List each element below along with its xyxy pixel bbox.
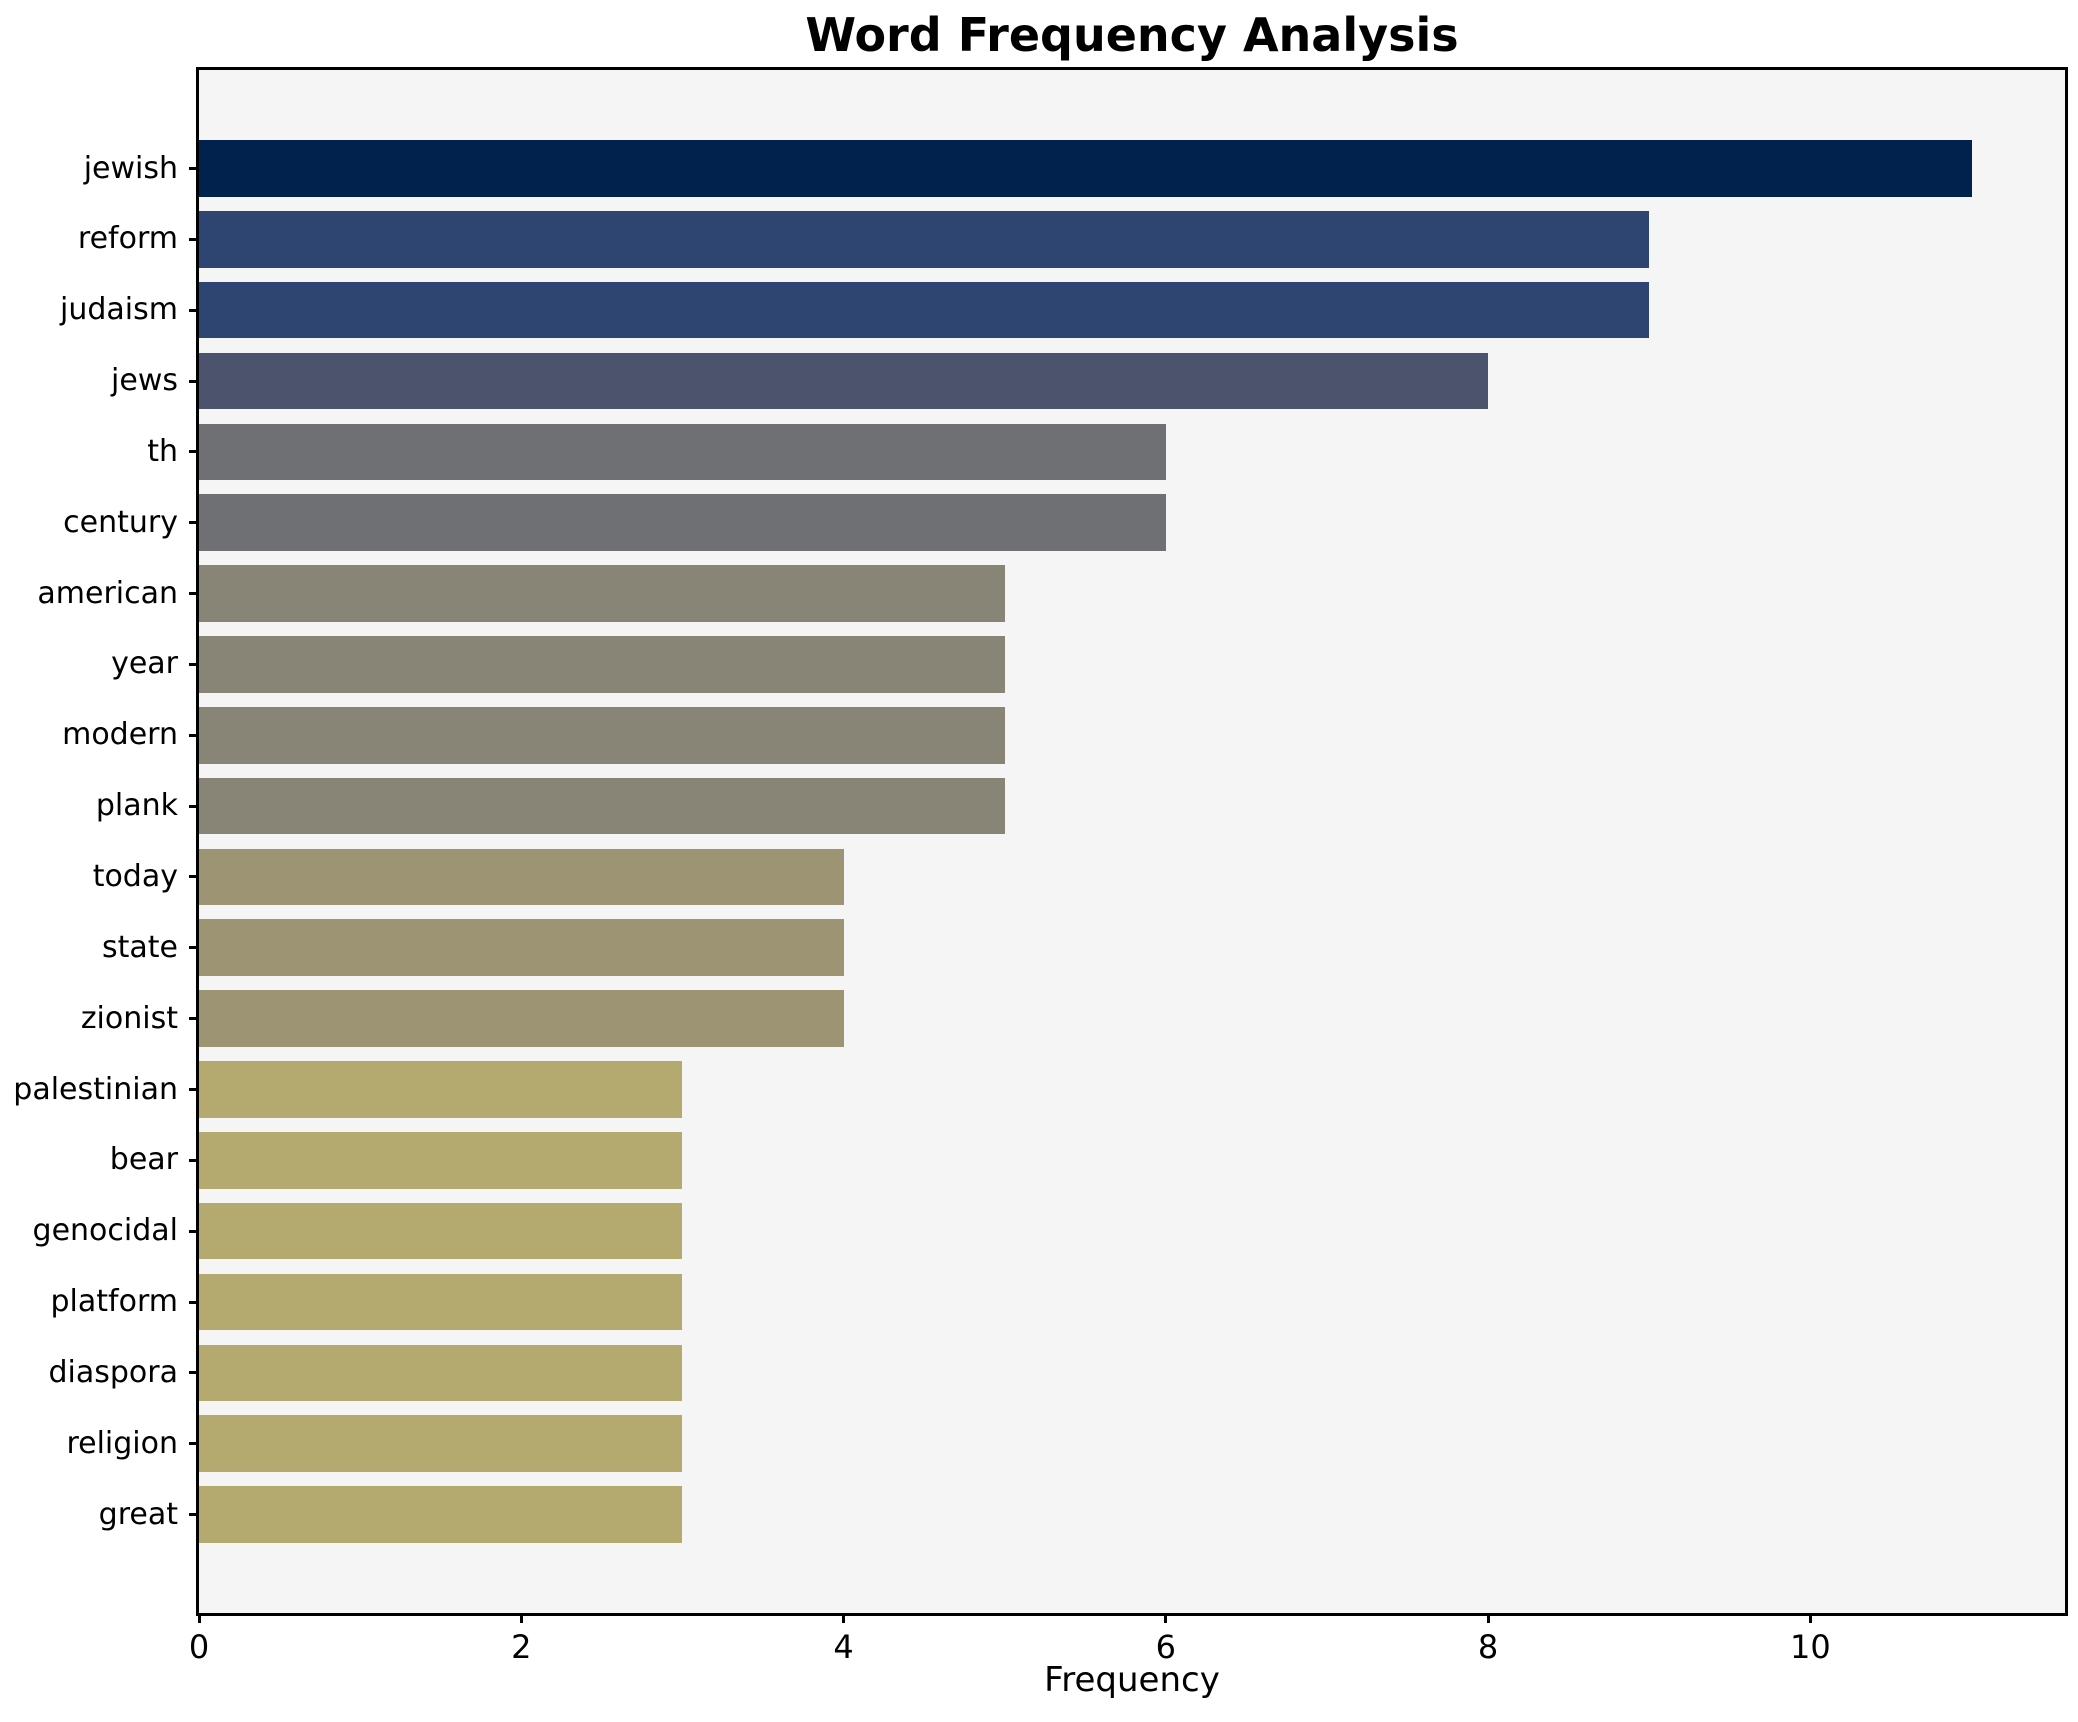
x-axis-label: Frequency	[1044, 1660, 1220, 1700]
y-tick-mark	[189, 1513, 199, 1516]
y-tick-label-reform: reform	[77, 221, 178, 257]
y-tick-mark	[189, 1158, 199, 1162]
bar-genocidal	[199, 1202, 683, 1260]
y-tick-mark	[189, 1017, 199, 1021]
bar-century	[199, 494, 1166, 552]
y-tick-label-bear: bear	[109, 1142, 178, 1178]
bar-plank	[199, 777, 1005, 835]
y-tick-label-modern: modern	[62, 717, 178, 753]
y-tick-mark	[189, 308, 199, 312]
bar-modern	[199, 706, 1005, 764]
y-tick-label-palestinian: palestinian	[13, 1071, 178, 1107]
x-tick-label-4: 4	[833, 1628, 854, 1666]
x-tick-mark	[1486, 1613, 1490, 1623]
y-tick-mark	[189, 167, 199, 170]
y-tick-label-jews: jews	[111, 363, 178, 398]
y-tick-label-platform: platform	[50, 1284, 178, 1319]
y-tick-label-th: th	[147, 433, 178, 469]
bar-today	[199, 848, 844, 906]
bar-year	[199, 636, 1005, 693]
x-tick-mark	[1164, 1613, 1168, 1623]
y-tick-mark	[189, 733, 199, 737]
x-tick-label-8: 8	[1477, 1628, 1499, 1666]
bar-jewish	[199, 140, 1972, 197]
x-tick-label-10: 10	[1790, 1628, 1831, 1666]
y-tick-mark	[189, 1442, 199, 1446]
y-tick-mark	[189, 946, 199, 950]
chart-title: Word Frequency Analysis	[805, 8, 1459, 62]
bar-zionist	[199, 990, 844, 1047]
bar-religion	[199, 1415, 683, 1472]
bar-reform	[199, 211, 1650, 268]
y-tick-mark	[189, 379, 199, 383]
y-tick-label-great: great	[98, 1496, 178, 1532]
y-tick-mark	[189, 1229, 199, 1233]
x-tick-mark	[842, 1613, 846, 1623]
x-tick-label-2: 2	[511, 1628, 532, 1666]
y-tick-mark	[189, 1088, 199, 1091]
y-tick-label-zionist: zionist	[80, 1000, 178, 1036]
y-tick-mark	[189, 1300, 199, 1304]
y-tick-mark	[189, 1371, 199, 1375]
bar-th	[199, 423, 1166, 481]
x-tick-label-0: 0	[188, 1628, 210, 1666]
y-tick-label-century: century	[63, 504, 178, 540]
y-tick-label-judaism: judaism	[60, 292, 178, 328]
y-tick-label-diaspora: diaspora	[48, 1354, 178, 1390]
bar-jews	[199, 352, 1489, 410]
bar-state	[199, 919, 844, 977]
x-tick-mark	[1808, 1613, 1812, 1623]
x-tick-mark	[519, 1613, 523, 1623]
bar-platform	[199, 1273, 683, 1331]
bar-palestinian	[199, 1061, 683, 1118]
bar-bear	[199, 1132, 683, 1189]
bar-judaism	[199, 281, 1650, 339]
y-tick-label-religion: religion	[66, 1425, 178, 1461]
y-tick-label-today: today	[92, 858, 178, 894]
y-tick-mark	[189, 875, 199, 879]
bar-great	[199, 1486, 683, 1543]
y-tick-mark	[189, 521, 199, 525]
y-tick-label-genocidal: genocidal	[32, 1213, 178, 1249]
y-tick-mark	[189, 450, 199, 454]
bars-layer	[199, 70, 2065, 1613]
bar-diaspora	[199, 1344, 683, 1402]
y-tick-mark	[189, 804, 199, 808]
y-tick-label-state: state	[102, 929, 178, 965]
y-tick-label-jewish: jewish	[83, 150, 178, 186]
y-tick-label-american: american	[37, 575, 178, 611]
x-tick-mark	[197, 1613, 201, 1623]
bar-american	[199, 565, 1005, 622]
y-tick-mark	[189, 592, 199, 595]
y-tick-label-plank: plank	[95, 788, 178, 824]
x-tick-label-6: 6	[1155, 1628, 1176, 1666]
y-tick-mark	[189, 237, 199, 241]
y-tick-label-year: year	[111, 646, 178, 682]
y-tick-mark	[189, 662, 199, 666]
plot-area	[196, 67, 2068, 1616]
